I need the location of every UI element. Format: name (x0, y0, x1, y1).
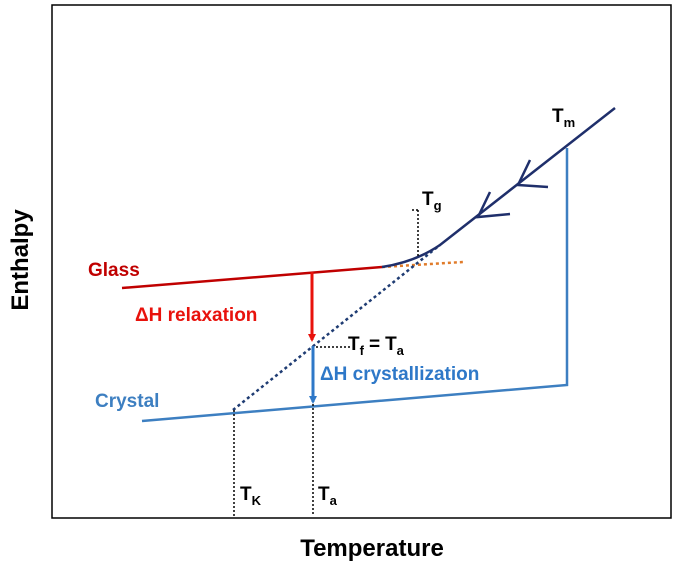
glass-line (121, 265, 383, 290)
subscript: K (252, 493, 262, 508)
tm-label: Tm (552, 106, 575, 130)
y-axis-label: Enthalpy (7, 209, 34, 311)
symbol: T (240, 484, 252, 505)
ta-label: Ta (318, 484, 338, 508)
subscript: g (434, 198, 442, 213)
glass-extension (381, 260, 464, 269)
chevron (475, 191, 511, 219)
supercooled-line (232, 244, 441, 411)
crystallization-label: ΔH crystallization (320, 364, 479, 385)
crystal-line (141, 148, 569, 423)
crystal-label: Crystal (95, 391, 159, 412)
tg-label: Tg (422, 189, 442, 213)
relaxation-label: ΔH relaxation (135, 305, 257, 326)
subscript: a (397, 343, 405, 358)
frame (51, 4, 672, 519)
chevron (516, 159, 549, 189)
tf-ta-label: Tf = Ta (348, 334, 405, 358)
symbol: T (422, 189, 434, 210)
liquid-line (381, 107, 616, 269)
tk-label: TK (240, 484, 262, 508)
equals: = (369, 334, 380, 355)
symbol: T (318, 484, 330, 505)
guides (233, 209, 419, 516)
subscript: f (360, 343, 365, 358)
symbol: T (348, 334, 360, 355)
subscript: m (564, 115, 576, 130)
glass-label: Glass (88, 260, 140, 281)
subscript: a (330, 493, 338, 508)
symbol: T (552, 106, 564, 127)
x-axis-label: Temperature (300, 535, 444, 562)
symbol: T (385, 334, 397, 355)
